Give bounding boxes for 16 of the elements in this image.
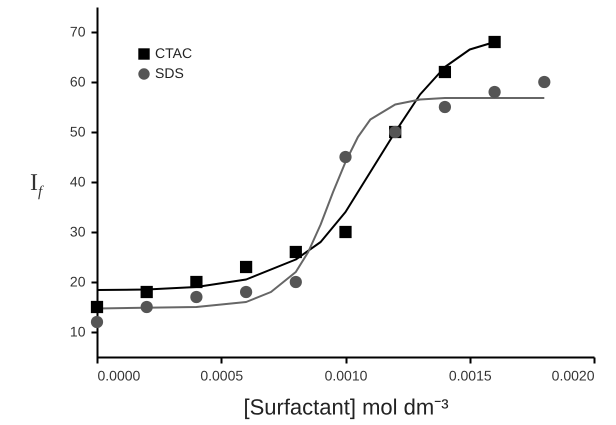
y-tick-label: 70 [70, 24, 86, 40]
y-tick-label: 60 [70, 74, 86, 90]
x-tick-label: 0.0010 [324, 368, 368, 384]
legend-label: CTAC [155, 45, 192, 61]
y-tick-label: 30 [70, 224, 86, 240]
y-tick-label: 20 [70, 274, 86, 290]
legend-label: SDS [155, 65, 184, 81]
y-axis-title: I$_{f}$ [30, 170, 42, 201]
x-tick-label: 0.0020 [552, 368, 595, 384]
x-tick-label: 0.0015 [448, 368, 492, 384]
y-tick-label: 50 [70, 124, 86, 140]
x-tick-label: 0.0000 [98, 368, 141, 384]
y-tick-label: 10 [70, 324, 86, 340]
x-tick-label: 0.0005 [200, 368, 244, 384]
x-axis-title: [Surfactant] mol dm⁻³ [243, 394, 449, 420]
y-tick-label: 40 [70, 174, 86, 190]
